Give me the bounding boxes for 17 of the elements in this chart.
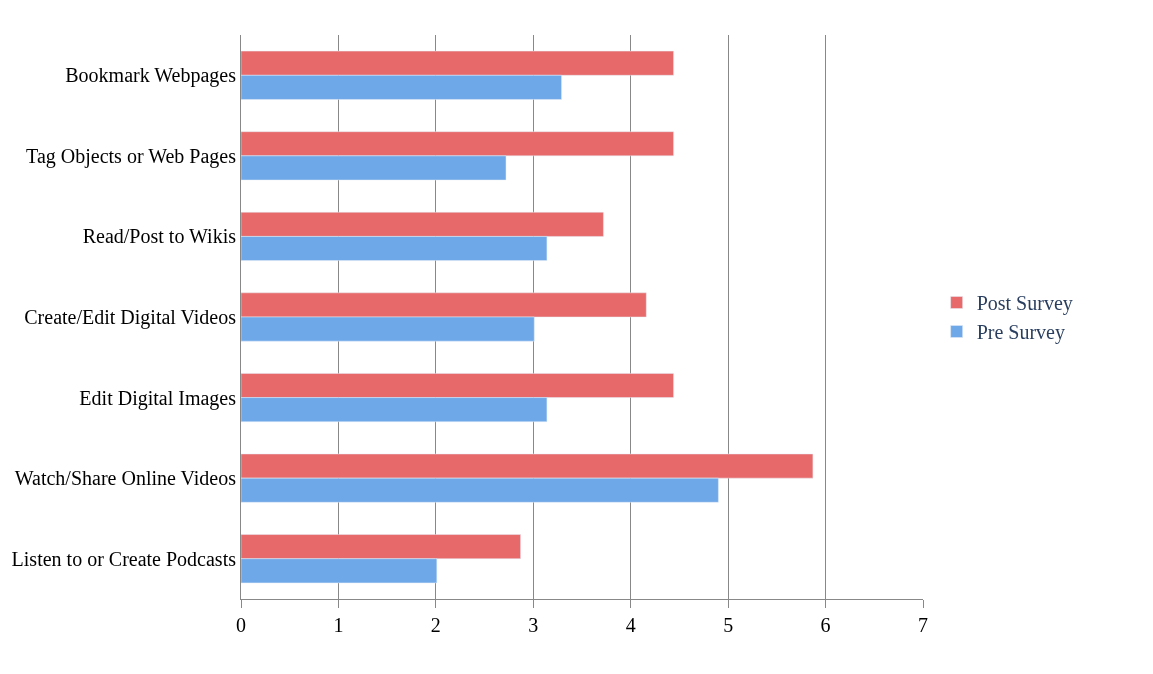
x-tick-label: 2 — [430, 614, 441, 636]
x-tick-label: 1 — [333, 614, 344, 636]
y-tick-label: Watch/Share Online Videos — [14, 467, 237, 490]
x-tick-label: 0 — [236, 614, 246, 636]
y-tick-label: Bookmark Webpages — [65, 64, 237, 88]
x-tick-label: 4 — [625, 614, 636, 636]
x-tick-label: 3 — [528, 614, 539, 636]
legend-label: Pre Survey — [976, 321, 1065, 345]
y-tick-label: Listen to or Create Podcasts — [11, 547, 237, 570]
legend-label: Post Survey — [976, 292, 1073, 316]
y-tick-label: Read/Post to Wikis — [82, 225, 237, 248]
y-tick-label: Create/Edit Digital Videos — [24, 306, 237, 329]
x-tick-label: 5 — [723, 614, 734, 636]
x-tick-label: 6 — [820, 614, 831, 636]
x-tick-label: 7 — [918, 614, 928, 636]
y-tick-label: Edit Digital Images — [79, 386, 237, 410]
y-tick-label: Tag Objects or Web Pages — [26, 144, 237, 168]
